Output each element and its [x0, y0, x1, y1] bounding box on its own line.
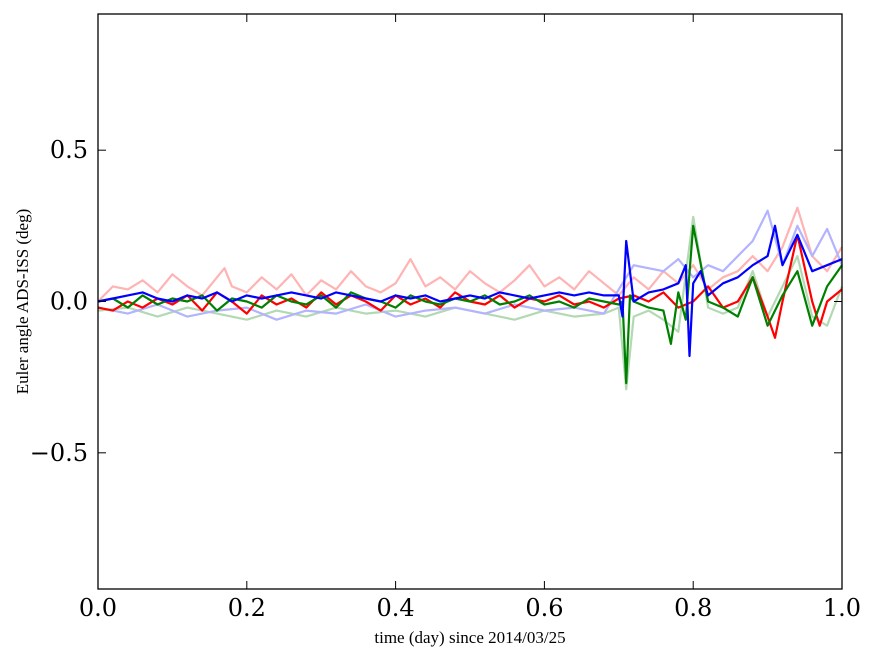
ticks-layer: 0.0 0.2 0.4 0.6 0.8 1.0 −0.5 0.0 0.5 [30, 14, 861, 622]
y-tick-label: −0.5 [30, 439, 88, 467]
y-tick-label: 0.5 [50, 136, 88, 164]
x-tick-label: 0.2 [228, 594, 266, 622]
series-line-0 [97, 206, 843, 303]
series-line-2 [97, 209, 844, 321]
y-axis-label: Euler angle ADS-ISS (deg) [13, 209, 32, 395]
x-tick-label: 0.8 [674, 594, 712, 622]
x-tick-label: 0.0 [79, 594, 117, 622]
x-tick-label: 1.0 [823, 594, 861, 622]
x-axis-label: time (day) since 2014/03/25 [374, 628, 565, 647]
x-tick-label: 0.4 [377, 594, 415, 622]
series-line-5 [97, 224, 843, 358]
x-tick-label: 0.6 [525, 594, 563, 622]
series-layer [97, 206, 844, 391]
y-tick-label: 0.0 [50, 288, 88, 316]
